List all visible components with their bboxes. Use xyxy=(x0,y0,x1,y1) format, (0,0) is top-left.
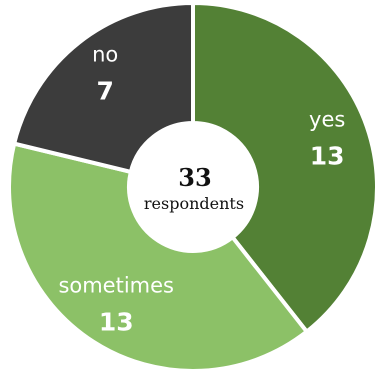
donut-slices xyxy=(7,0,376,373)
donut-center xyxy=(129,123,257,251)
slice-value-yes: 13 xyxy=(310,142,345,171)
slice-label-yes: yes xyxy=(309,108,345,132)
slice-value-no: 7 xyxy=(97,76,114,105)
respondent-total: 33 xyxy=(178,163,211,192)
slice-label-no: no xyxy=(92,42,118,66)
respondent-caption: respondents xyxy=(144,194,244,213)
slice-label-sometimes: sometimes xyxy=(58,273,174,297)
slice-value-sometimes: 13 xyxy=(99,307,134,336)
slice-labels: yes 13 sometimes 13 no 7 xyxy=(58,42,345,336)
